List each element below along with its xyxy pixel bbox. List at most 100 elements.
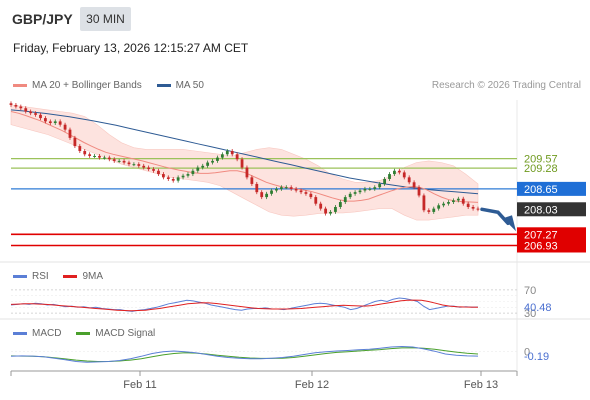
candle-body: [314, 197, 318, 204]
candle-body: [358, 190, 362, 193]
forecast-arrow-head: [503, 215, 516, 232]
legend-label-ma50: MA 50: [175, 80, 204, 91]
candle-body: [452, 200, 455, 203]
candle-body: [142, 165, 146, 168]
candle-body: [250, 177, 254, 184]
price-tag-208.65: [517, 181, 586, 196]
candle-body: [147, 167, 151, 170]
candle-body: [407, 177, 411, 183]
candle-body: [157, 170, 160, 175]
timeframe-button[interactable]: 30 MIN: [80, 7, 131, 31]
candle-body: [127, 162, 131, 165]
candle-body: [437, 205, 441, 209]
candle-body: [334, 206, 337, 212]
candle-body: [275, 188, 278, 191]
x-tick-label: Feb 11: [123, 379, 156, 391]
rsi-axis-label-30: 30: [524, 308, 536, 320]
candle-body: [78, 146, 82, 152]
candle-body: [235, 154, 239, 160]
forecast-arrow: [480, 207, 510, 226]
candle-body: [373, 187, 377, 189]
candle-body: [9, 103, 13, 105]
candle-body: [39, 114, 42, 119]
candle-body: [319, 203, 323, 209]
x-tick-label: Feb 12: [295, 379, 329, 391]
candle-body: [255, 183, 259, 193]
rsi-swatch: [13, 274, 27, 278]
macd-signal-swatch: [76, 331, 91, 335]
datetime-label: Friday, February 13, 2026 12:15:27 AM CE…: [13, 41, 249, 55]
candle-body: [206, 162, 210, 166]
price-tag-207.27: [517, 227, 586, 242]
candle-body: [191, 170, 195, 175]
candle-body: [309, 193, 313, 198]
candle-body: [63, 124, 67, 130]
symbol-label: GBP/JPY: [12, 11, 73, 27]
candle-body: [117, 160, 121, 162]
candle-body: [388, 174, 391, 179]
candle-body: [48, 121, 52, 124]
candle-body: [378, 183, 382, 188]
candle-body: [68, 129, 72, 138]
chart-header: GBP/JPY 30 MIN Friday, February 13, 2026…: [0, 0, 590, 70]
candle-body: [225, 151, 229, 155]
candle-body: [329, 211, 332, 214]
candle-body: [211, 160, 214, 163]
candle-body: [166, 177, 170, 179]
candle-body: [98, 155, 101, 158]
candle-body: [73, 137, 77, 147]
rsi-9ma-line: [10, 299, 479, 312]
candle-body: [299, 190, 303, 193]
candle-body: [230, 151, 234, 155]
candle-body: [422, 195, 426, 211]
candle-body: [220, 154, 224, 158]
price-tag-208.03: [517, 202, 586, 217]
candle-body: [181, 175, 185, 178]
candle-body: [58, 121, 62, 125]
legend-label-rsi: RSI: [32, 271, 49, 282]
candle-body: [196, 167, 200, 171]
macd-swatch: [13, 331, 27, 335]
candle-body: [397, 170, 401, 173]
candle-body: [284, 187, 288, 189]
candle-body: [88, 154, 92, 156]
candle-body: [171, 179, 175, 181]
candle-body: [245, 167, 249, 178]
price-label-206.93: 206.93: [524, 240, 558, 252]
candle-body: [353, 192, 357, 194]
ma20-swatch: [13, 83, 27, 87]
candle-body: [24, 108, 28, 112]
price-label-209.57: 209.57: [524, 154, 558, 166]
candle-body: [14, 104, 18, 107]
main-legend: MA 20 + Bollinger Bands MA 50: [13, 80, 204, 91]
candle-body: [343, 197, 347, 203]
macd-current-value: -0.19: [524, 351, 549, 363]
bollinger-band-area: [10, 104, 479, 221]
candle-body: [427, 210, 431, 212]
candle-body: [176, 177, 180, 181]
candle-body: [44, 118, 47, 122]
candle-body: [461, 198, 465, 204]
candle-body: [132, 164, 136, 166]
price-label-208.03: 208.03: [524, 204, 558, 216]
candle-body: [289, 187, 293, 189]
legend-item-ma20: MA 20 + Bollinger Bands: [13, 80, 142, 91]
ma50-line: [10, 109, 479, 195]
candle-body: [53, 121, 57, 124]
candle-body: [122, 160, 126, 163]
candle-body: [137, 164, 141, 166]
legend-item-ma50: MA 50: [156, 80, 204, 91]
legend-item-9ma: 9MA: [63, 271, 103, 282]
rsi-current-value: 40.48: [524, 302, 552, 314]
candle-body: [265, 193, 269, 198]
candle-body: [103, 157, 106, 159]
legend-label-macd: MACD: [32, 328, 62, 339]
x-tick-label: Feb 13: [464, 379, 498, 391]
candle-body: [304, 192, 308, 194]
candle-body: [107, 157, 111, 160]
candle-body: [442, 203, 445, 206]
candle-body: [476, 208, 480, 210]
price-label-208.65: 208.65: [524, 184, 558, 196]
legend-item-macd: MACD: [13, 328, 61, 339]
